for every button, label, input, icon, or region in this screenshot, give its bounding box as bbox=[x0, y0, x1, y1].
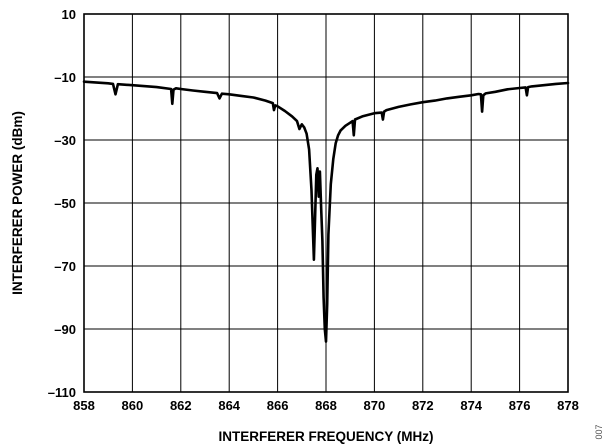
x-tick-label: 862 bbox=[170, 398, 192, 413]
x-tick-label: 872 bbox=[412, 398, 434, 413]
y-tick-label: –110 bbox=[48, 385, 76, 400]
x-tick-labels: 858 860 862 864 866 868 870 872 874 876 878 bbox=[73, 398, 579, 413]
x-tick-label: 868 bbox=[315, 398, 337, 413]
x-tick-label: 878 bbox=[557, 398, 579, 413]
y-tick-label: 10 bbox=[62, 7, 76, 22]
y-tick-label: –10 bbox=[54, 70, 76, 85]
x-tick-label: 860 bbox=[122, 398, 144, 413]
x-tick-label: 876 bbox=[509, 398, 531, 413]
y-tick-labels: 10 –10 –30 –50 –70 –90 –110 bbox=[48, 7, 76, 400]
plot-frame bbox=[83, 13, 569, 393]
y-tick-label: –50 bbox=[54, 196, 76, 211]
y-tick-label: –30 bbox=[54, 133, 76, 148]
figure-id: 007 bbox=[594, 424, 604, 439]
x-tick-label: 870 bbox=[364, 398, 386, 413]
x-tick-label: 864 bbox=[218, 398, 240, 413]
y-tick-label: –70 bbox=[54, 259, 76, 274]
y-tick-label: –90 bbox=[54, 322, 76, 337]
x-tick-label: 858 bbox=[73, 398, 95, 413]
x-tick-label: 874 bbox=[460, 398, 482, 413]
series-line bbox=[82, 80, 570, 343]
y-axis-title: INTERFERER POWER (dBm) bbox=[10, 111, 25, 295]
x-axis-title: INTERFERER FREQUENCY (MHz) bbox=[218, 429, 433, 444]
x-tick-label: 866 bbox=[267, 398, 289, 413]
